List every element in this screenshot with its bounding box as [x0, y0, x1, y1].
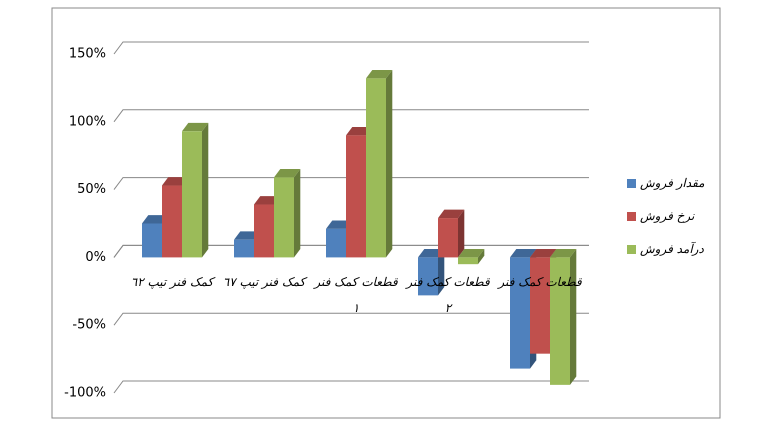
- bar-top: [142, 215, 169, 224]
- bar: [234, 239, 254, 258]
- bar-top: [458, 249, 485, 258]
- bar: [530, 257, 550, 354]
- y-tick-label: 50%: [77, 182, 106, 197]
- bar: [458, 257, 478, 265]
- bar-side: [570, 249, 577, 385]
- x-tick-label: قطعات کمک فنر ١: [314, 275, 398, 316]
- bar-side: [294, 168, 301, 258]
- legend-swatch: [627, 245, 636, 254]
- legend-swatch: [627, 179, 636, 188]
- legend-swatch: [627, 212, 636, 221]
- bar-side: [202, 122, 209, 258]
- grid-line: [113, 109, 589, 123]
- grid-line: [113, 312, 589, 326]
- x-tick-label: کمک فنر تیپ ٦٢: [130, 275, 214, 290]
- y-tick-label: -100%: [64, 386, 106, 401]
- y-tick-label: 150%: [69, 47, 106, 62]
- bar-side: [438, 249, 445, 296]
- bar: [418, 257, 438, 296]
- bar: [182, 131, 202, 258]
- bar: [254, 204, 274, 258]
- legend-label: مقدار فروش: [640, 176, 705, 190]
- bar-top: [182, 122, 209, 132]
- bar-top: [346, 126, 373, 136]
- grid-line: [113, 380, 589, 394]
- y-tick-label: 100%: [69, 114, 106, 129]
- x-tick-label: کمک فنر تیپ ٦٧: [222, 275, 306, 290]
- grid-line: [113, 41, 589, 55]
- bar-side: [386, 70, 393, 258]
- bar-top: [326, 220, 353, 229]
- bar-top: [530, 249, 557, 258]
- bar: [510, 257, 530, 369]
- bar: [550, 257, 570, 385]
- zero-axis: [113, 244, 589, 258]
- bar-top: [418, 249, 445, 258]
- x-tick-label: قطعات کمک فنر ٢: [406, 275, 490, 316]
- y-tick-label: 0%: [85, 250, 106, 265]
- bar-top: [438, 209, 465, 219]
- bar-top: [510, 249, 537, 258]
- y-tick-label: -50%: [72, 318, 106, 333]
- bar-top: [274, 168, 301, 178]
- bar-top: [234, 231, 261, 240]
- bar: [142, 223, 162, 258]
- bar-side: [458, 209, 465, 258]
- bar: [326, 228, 346, 258]
- bar-top: [366, 70, 393, 79]
- bar-top: [162, 177, 189, 186]
- bar: [346, 135, 366, 258]
- legend-label: نرخ فروش: [640, 209, 695, 223]
- legend-label: درآمد فروش: [640, 242, 704, 256]
- x-tick-label: قطعات کمک فنر: [498, 275, 582, 290]
- bar: [274, 177, 294, 258]
- bar-top: [550, 249, 577, 258]
- grid-line: [113, 177, 589, 190]
- bar: [438, 218, 458, 258]
- bar: [366, 78, 386, 258]
- bar: [162, 185, 182, 258]
- bar-top: [254, 196, 281, 205]
- bar-side: [478, 249, 485, 265]
